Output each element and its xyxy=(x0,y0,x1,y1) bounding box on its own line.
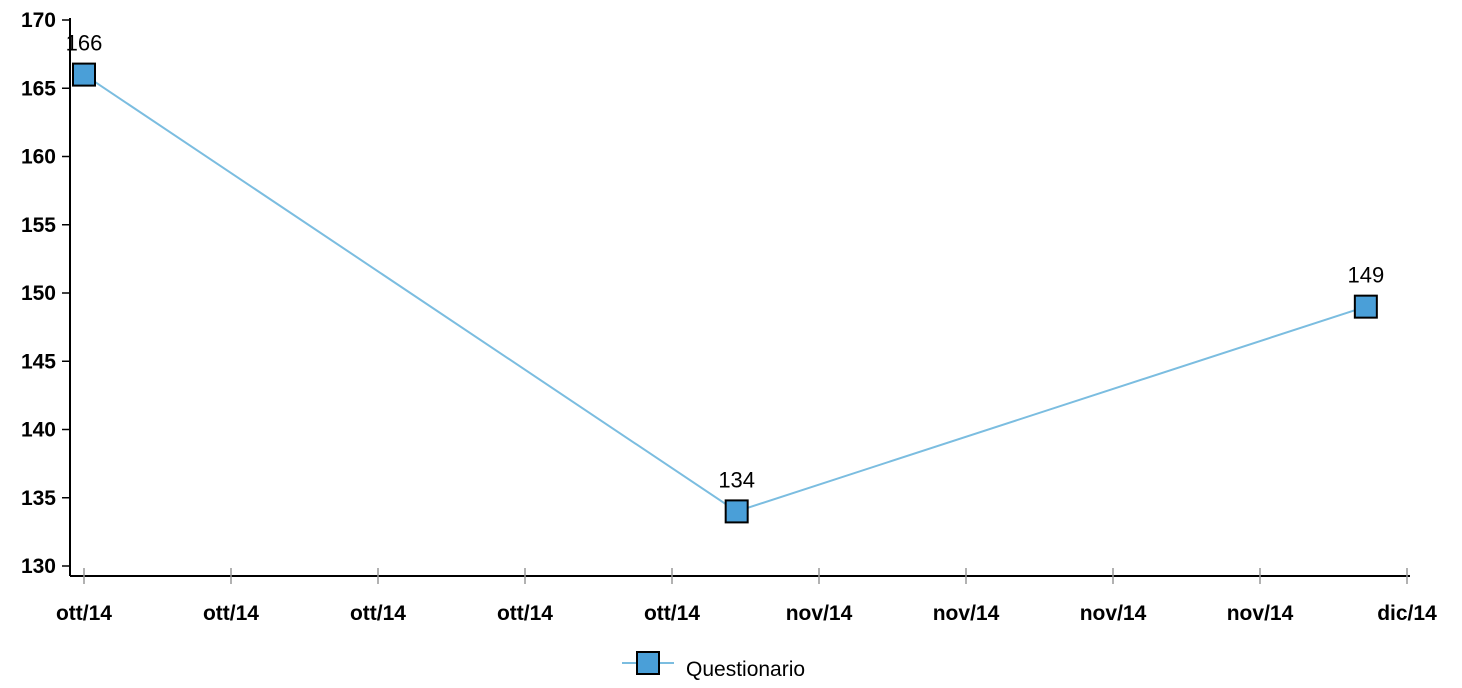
legend: Questionario xyxy=(622,651,805,681)
x-tick-label: dic/14 xyxy=(1377,602,1437,625)
y-tick-label: 130 xyxy=(21,555,56,578)
x-tick-label: ott/14 xyxy=(203,602,259,625)
x-tick-label: ott/14 xyxy=(350,602,406,625)
series-questionario xyxy=(72,62,1378,524)
y-tick-label: 145 xyxy=(21,350,56,373)
x-tick-label: ott/14 xyxy=(644,602,700,625)
x-tick-label: ott/14 xyxy=(497,602,553,625)
y-tick-label: 140 xyxy=(21,419,56,442)
data-label: 149 xyxy=(1347,263,1384,288)
y-tick-label: 155 xyxy=(21,214,56,237)
y-axis-ticks: 130 135 140 145 150 155 160 165 170 xyxy=(21,9,70,578)
x-tick-label: nov/14 xyxy=(1227,602,1294,625)
data-point-marker xyxy=(724,499,749,524)
x-tick-label: nov/14 xyxy=(1080,602,1147,625)
data-label: 166 xyxy=(66,31,103,56)
x-tick-label: nov/14 xyxy=(933,602,1000,625)
series-line xyxy=(83,73,1367,513)
axes xyxy=(69,18,1410,577)
x-tick-label: ott/14 xyxy=(56,602,112,625)
x-tick-label: nov/14 xyxy=(786,602,853,625)
y-tick-label: 165 xyxy=(21,77,56,100)
data-point-marker xyxy=(1353,294,1378,319)
y-tick-label: 170 xyxy=(21,9,56,32)
data-point-marker xyxy=(72,62,96,87)
y-tick-label: 150 xyxy=(21,282,56,305)
y-tick-label: 160 xyxy=(21,146,56,169)
data-label: 134 xyxy=(718,467,755,492)
legend-label: Questionario xyxy=(686,658,805,681)
y-tick-label: 135 xyxy=(21,487,56,510)
x-axis-ticks: ott/14 ott/14 ott/14 ott/14 ott/14 nov/14 nov/… xyxy=(56,568,1437,625)
data-labels: 166 134 149 xyxy=(66,31,1385,493)
legend-marker-icon xyxy=(636,651,660,675)
